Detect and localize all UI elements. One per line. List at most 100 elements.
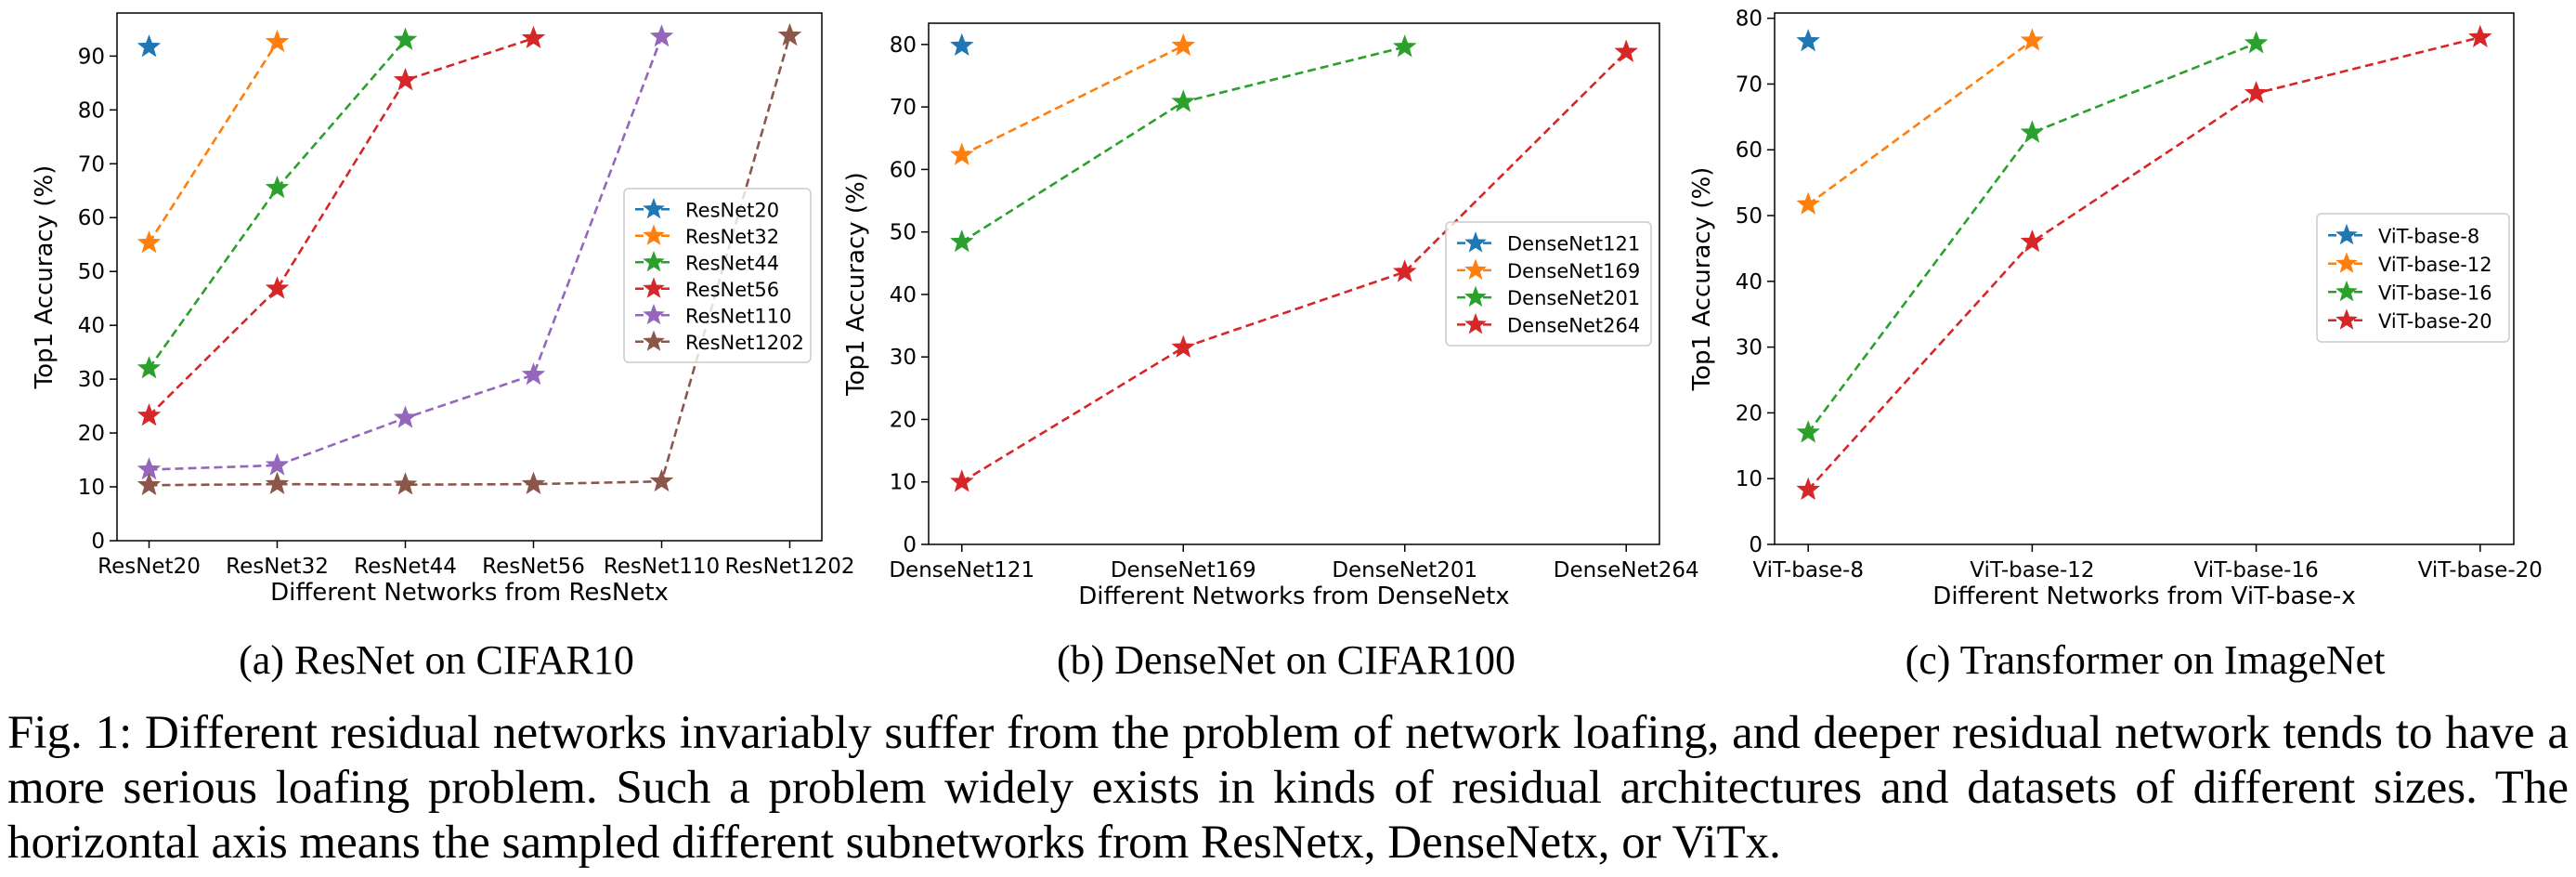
y-tick-label: 20: [890, 408, 917, 432]
point-marker: [950, 469, 974, 492]
y-axis-label: Top1 Accuracy (%): [842, 172, 870, 397]
point-marker: [393, 472, 418, 495]
subcaption: (c) Transformer on ImageNet: [1906, 637, 2386, 683]
point-marker: [1796, 191, 1820, 215]
y-tick-label: 10: [78, 476, 105, 500]
point-marker: [265, 29, 290, 53]
legend-label: ResNet1202: [685, 332, 804, 354]
y-tick-label: 70: [1736, 72, 1763, 97]
legend-label: ResNet20: [685, 199, 779, 221]
legend-marker: [1464, 285, 1487, 308]
point-marker: [265, 452, 290, 476]
legend-label: ResNet56: [685, 279, 779, 301]
series-line: [1807, 42, 2257, 434]
series-line: [149, 36, 663, 471]
y-tick-label: 80: [1736, 7, 1763, 32]
x-tick-label: DenseNet201: [1332, 558, 1477, 582]
x-tick-label: ViT-base-16: [2193, 558, 2318, 582]
legend-label: DenseNet201: [1507, 287, 1640, 309]
y-tick-label: 0: [91, 530, 105, 554]
plot-frame: [928, 22, 1660, 545]
series-line: [1807, 39, 2034, 206]
legend-label: ViT-base-12: [2378, 254, 2492, 276]
legend-label: ViT-base-20: [2378, 310, 2492, 333]
point-marker: [2244, 80, 2269, 104]
x-axis-label: Different Networks from ResNetx: [270, 579, 669, 607]
series-line: [149, 34, 791, 487]
x-tick-label: ResNet44: [354, 555, 457, 579]
y-tick-label: 40: [1736, 270, 1763, 295]
y-tick-label: 60: [78, 206, 105, 230]
y-tick-label: 50: [890, 221, 917, 245]
point-marker: [137, 403, 162, 426]
x-axis-label: Different Networks from ViT-base-x: [1932, 582, 2355, 610]
subcaption: (a) ResNet on CIFAR10: [239, 637, 634, 683]
plot-frame: [1774, 12, 2515, 545]
plot-frame: [116, 12, 823, 542]
legend-marker: [2335, 280, 2358, 302]
point-marker: [1171, 89, 1196, 112]
x-tick-label: ResNet110: [604, 555, 720, 579]
y-tick-label: 30: [890, 346, 917, 370]
y-tick-label: 60: [890, 158, 917, 182]
legend-marker: [643, 224, 665, 245]
x-axis-label: Different Networks from DenseNetx: [1078, 582, 1509, 610]
series-line: [148, 39, 407, 370]
y-tick-label: 20: [78, 422, 105, 446]
point-marker: [2020, 120, 2045, 143]
y-axis-label: Top1 Accuracy (%): [1688, 167, 1716, 392]
y-tick-label: 30: [1736, 336, 1763, 360]
point-marker: [393, 27, 418, 50]
point-marker: [950, 33, 974, 57]
subcaption: (b) DenseNet on CIFAR100: [1057, 637, 1516, 683]
point-marker: [393, 67, 418, 91]
legend-box: [1445, 221, 1652, 347]
series-line: [961, 46, 1406, 243]
point-marker: [137, 356, 162, 379]
point-marker: [137, 472, 162, 496]
point-marker: [649, 24, 674, 47]
y-tick-label: 20: [1736, 401, 1763, 425]
y-axis-label: Top1 Accuracy (%): [31, 165, 59, 390]
legend-marker: [643, 277, 665, 298]
point-marker: [1171, 33, 1196, 57]
legend-label: ResNet32: [685, 226, 779, 248]
y-tick-label: 50: [78, 260, 105, 284]
legend-marker: [2335, 308, 2358, 330]
x-tick-label: ViT-base-12: [1970, 558, 2094, 582]
legend-marker: [1464, 258, 1487, 280]
y-tick-label: 10: [1736, 467, 1763, 491]
x-tick-label: ResNet20: [98, 555, 201, 579]
legend-label: ResNet110: [685, 305, 791, 327]
x-tick-label: ViT-base-8: [1752, 558, 1864, 582]
legend-box: [623, 188, 812, 363]
legend-label: DenseNet121: [1507, 233, 1640, 255]
y-tick-label: 0: [903, 533, 917, 557]
point-marker: [521, 471, 546, 495]
legend-marker: [643, 197, 665, 219]
series-line: [148, 41, 279, 244]
point-marker: [649, 468, 674, 492]
series-line: [961, 45, 1184, 157]
point-marker: [265, 471, 290, 495]
y-tick-label: 0: [1749, 533, 1763, 557]
legend-marker: [1464, 231, 1487, 253]
y-tick-label: 90: [78, 45, 105, 69]
point-marker: [1614, 39, 1638, 62]
series-line: [148, 36, 534, 417]
y-tick-label: 80: [78, 98, 105, 123]
point-marker: [393, 405, 418, 428]
x-tick-label: DenseNet169: [1111, 558, 1256, 582]
point-marker: [521, 362, 546, 386]
legend-marker: [1464, 312, 1487, 334]
y-tick-label: 30: [78, 368, 105, 392]
y-tick-label: 70: [78, 152, 105, 177]
point-marker: [950, 142, 974, 165]
series-line: [1807, 35, 2481, 491]
legend-marker: [643, 330, 665, 351]
y-tick-label: 70: [890, 96, 917, 120]
y-tick-label: 80: [890, 33, 917, 58]
y-tick-label: 10: [890, 471, 917, 495]
point-marker: [1796, 28, 1820, 52]
